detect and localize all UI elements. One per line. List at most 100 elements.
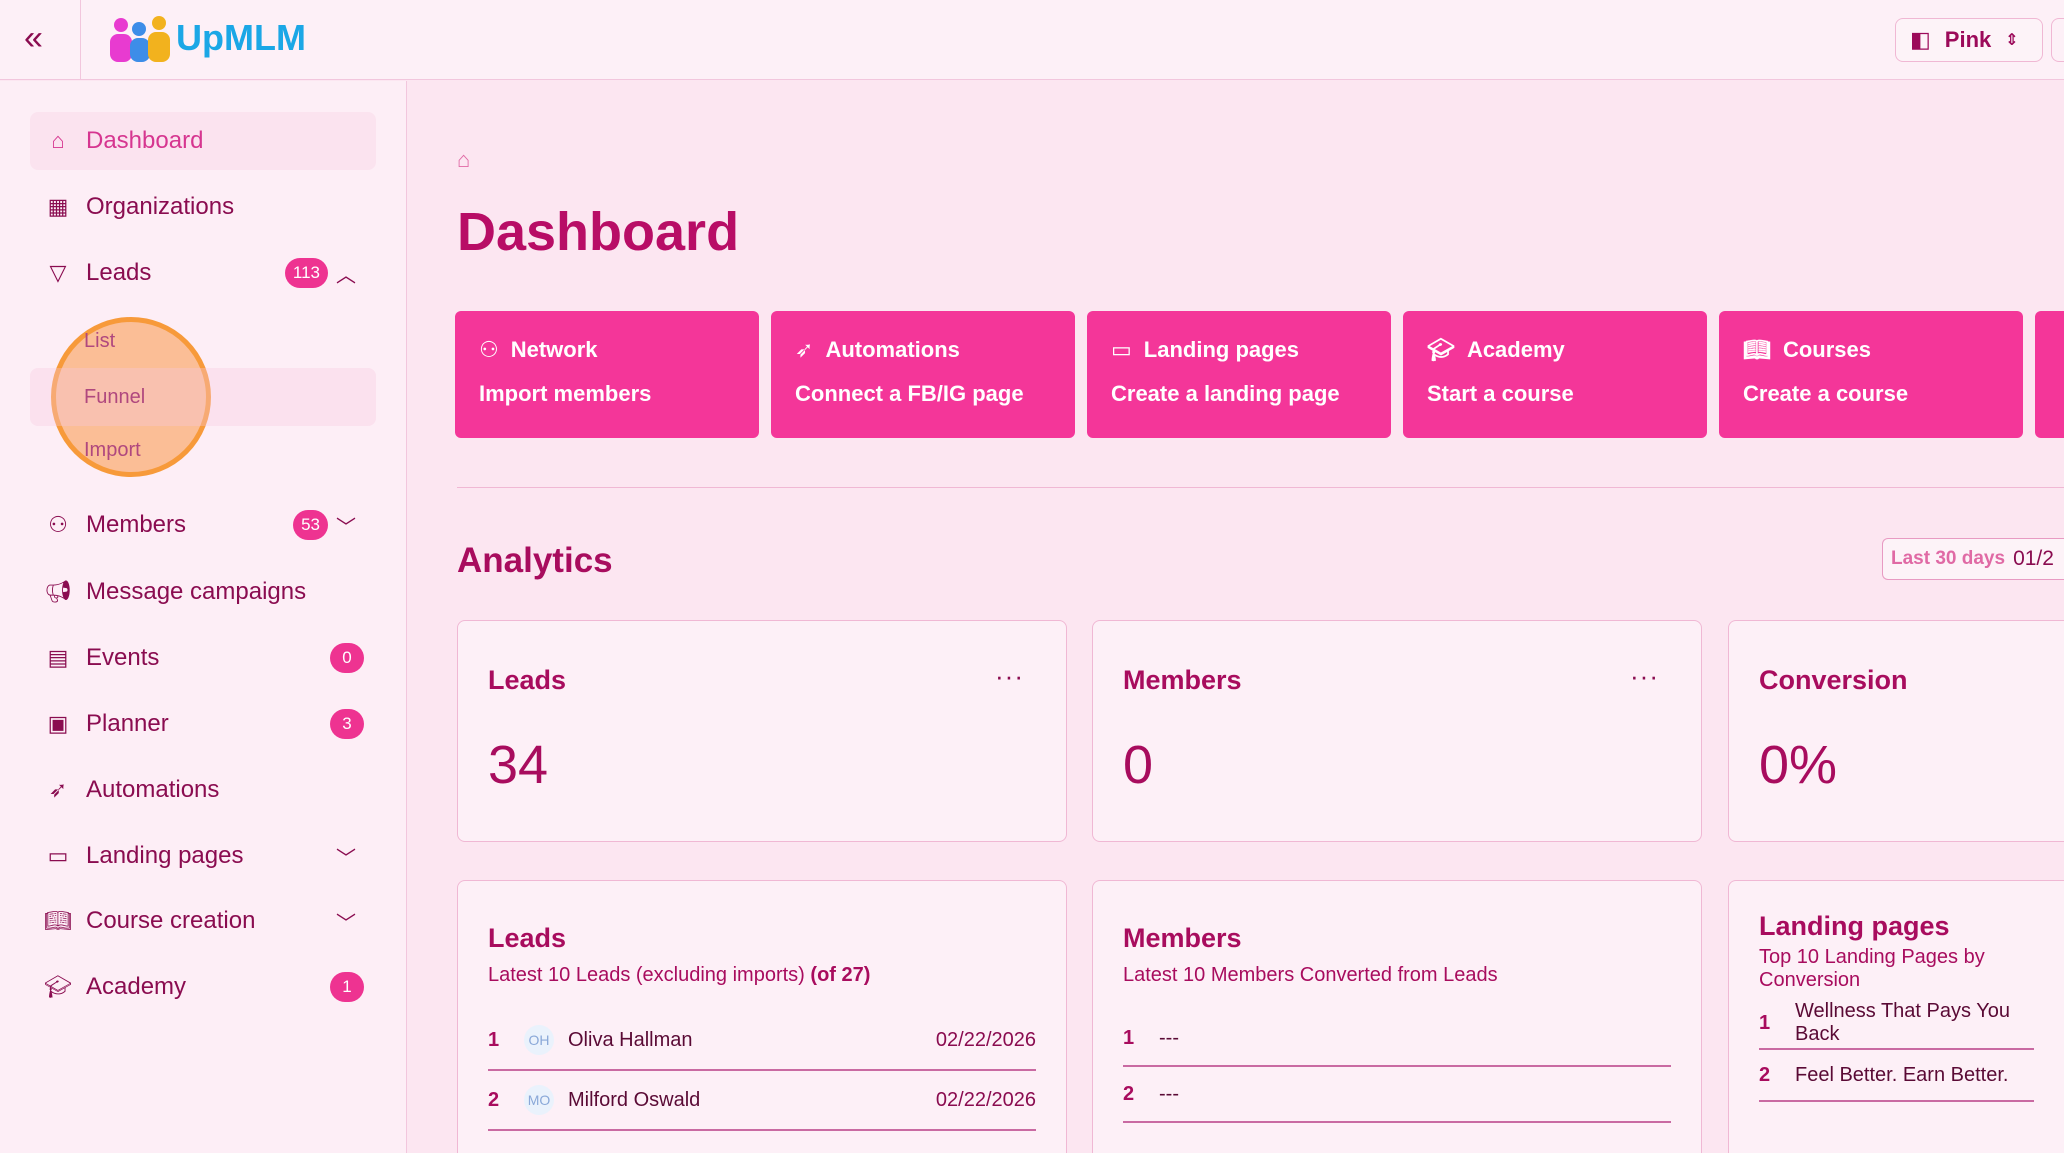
sidebar-item-leads[interactable]: ▽ Leads 113 ︿: [30, 244, 376, 302]
latest-members-card: Members Latest 10 Members Converted from…: [1092, 880, 1702, 1153]
date-range-label: Last 30 days: [1891, 548, 2006, 569]
planner-count-badge: 3: [330, 709, 364, 739]
sidebar-item-label: Planner: [86, 710, 169, 737]
theme-selector[interactable]: ◧ Pink ⇕: [1895, 18, 2043, 62]
card-subtitle: Top 10 Landing Pages by Conversion: [1759, 946, 1985, 991]
sidebar-item-course-creation[interactable]: 📖︎ Course creation ﹀: [30, 892, 376, 950]
building-icon: ▦: [47, 194, 69, 219]
chevron-down-icon[interactable]: ﹀: [336, 912, 356, 935]
sidebar-item-landing-pages[interactable]: ▭ Landing pages ﹀: [30, 827, 376, 885]
sidebar-subitem-list[interactable]: List: [30, 312, 376, 370]
list-item[interactable]: 2 ---: [1123, 1067, 1671, 1123]
sidebar-subitem-import[interactable]: Import: [30, 421, 376, 479]
chevron-down-icon[interactable]: ﹀: [336, 847, 356, 870]
sidebar-item-academy[interactable]: 🎓︎ Academy 1: [30, 958, 376, 1016]
sidebar-item-label: Course creation: [86, 907, 256, 934]
sidebar-item-label: Message campaigns: [86, 578, 307, 605]
card-title: Landing pages: [1759, 911, 1950, 941]
monitor-icon: ▭: [47, 843, 69, 868]
header-button[interactable]: [2051, 18, 2064, 62]
action-subtitle: Import members: [479, 381, 652, 406]
action-card-automations[interactable]: ➶ Automations Connect a FB/IG page: [771, 311, 1075, 438]
clipboard-icon: ▣: [47, 711, 69, 736]
sidebar-item-label: Organizations: [86, 193, 235, 220]
sidebar-item-automations[interactable]: ➶ Automations: [30, 761, 376, 819]
main-content: ⌂ Dashboard ⚇ Network Import members ➶ Auto…: [408, 81, 2064, 1153]
stat-value: 0%: [1759, 735, 1838, 795]
logo[interactable]: UpMLM: [110, 14, 306, 62]
header-divider: [80, 0, 81, 80]
latest-leads-card: Leads Latest 10 Leads (excluding imports…: [457, 880, 1067, 1153]
analytics-heading: Analytics: [457, 541, 613, 580]
date-range-picker[interactable]: Last 30 days 01/2: [1882, 538, 2064, 580]
action-card-landing-pages[interactable]: ▭ Landing pages Create a landing page: [1087, 311, 1391, 438]
book-icon: 📖︎: [1743, 337, 1771, 362]
action-title: Landing pages: [1143, 337, 1300, 362]
theme-value: Pink: [1944, 27, 1992, 52]
avatar: MO: [524, 1085, 554, 1115]
chevron-down-icon[interactable]: ﹀: [336, 516, 356, 539]
card-title: Members: [1123, 923, 1242, 953]
top-header: « UpMLM ◧ Pink ⇕: [0, 0, 2064, 80]
sidebar-item-label: Members: [86, 511, 187, 538]
rocket-icon: ➶: [48, 777, 68, 802]
lead-name: Oliva Hallman: [568, 1028, 693, 1051]
leads-count-badge: 113: [284, 258, 328, 288]
sidebar-item-label: Dashboard: [86, 127, 204, 154]
more-options-icon[interactable]: ···: [1630, 661, 1659, 691]
card-title: Leads: [488, 923, 567, 953]
action-title: Automations: [825, 337, 960, 362]
action-subtitle: Connect a FB/IG page: [795, 381, 1024, 406]
breadcrumb-home-icon[interactable]: ⌂: [457, 147, 471, 172]
action-subtitle: Create a course: [1743, 381, 1909, 406]
sidebar-item-label: Landing pages: [86, 842, 244, 869]
action-card-courses[interactable]: 📖︎ Courses Create a course: [1719, 311, 2023, 438]
stat-card-conversion: Conversion 0%: [1728, 620, 2064, 842]
lead-date: 02/22/2026: [935, 1088, 1036, 1111]
click-highlight-overlay: [51, 317, 211, 477]
member-name: ---: [1159, 1026, 1179, 1049]
card-subtitle: Latest 10 Leads (excluding imports) (of …: [488, 964, 1036, 987]
sidebar-item-label: Automations: [86, 776, 220, 803]
action-title: Network: [510, 337, 598, 362]
list-item[interactable]: 1 OH Oliva Hallman 02/22/2026: [488, 1011, 1036, 1071]
action-card-academy[interactable]: 🎓︎ Academy Start a course: [1403, 311, 1707, 438]
sidebar-item-message-campaigns[interactable]: 📢︎ Message campaigns: [30, 563, 376, 621]
action-card-more[interactable]: [2035, 311, 2064, 438]
sidebar-subitem-funnel[interactable]: Funnel: [30, 368, 376, 426]
lead-date: 02/22/2026: [935, 1028, 1036, 1051]
list-item[interactable]: 2 MO Milford Oswald 02/22/2026: [488, 1071, 1036, 1131]
list-item[interactable]: 2 Feel Better. Earn Better.: [1759, 1050, 2034, 1102]
sidebar-item-dashboard[interactable]: ⌂ Dashboard: [30, 112, 376, 170]
sidebar-item-members[interactable]: ⚇ Members 53 ﹀: [30, 496, 376, 554]
avatar: OH: [524, 1025, 554, 1055]
chevron-up-icon[interactable]: ︿: [336, 264, 356, 287]
rank: 1: [1123, 1026, 1135, 1049]
book-icon: 📖︎: [44, 908, 72, 933]
funnel-icon: ▽: [49, 260, 67, 285]
palette-icon: ◧: [1910, 27, 1931, 52]
graduation-cap-icon: 🎓︎: [1427, 337, 1455, 362]
sidebar-item-label: Academy: [86, 973, 187, 1000]
rank: 1: [1759, 1011, 1771, 1034]
rank: 2: [1123, 1082, 1135, 1105]
list-item[interactable]: 1 ---: [1123, 1011, 1671, 1067]
sidebar-item-events[interactable]: ▤ Events 0: [30, 629, 376, 687]
action-subtitle: Create a landing page: [1111, 381, 1340, 406]
sidebar-item-organizations[interactable]: ▦ Organizations: [30, 178, 376, 236]
landing-page-name: Wellness That Pays You Back: [1795, 1000, 2010, 1045]
section-divider: [457, 487, 2064, 488]
action-title: Academy: [1466, 337, 1565, 362]
landing-page-name: Feel Better. Earn Better.: [1795, 1063, 2009, 1086]
list-item[interactable]: 1 Wellness That Pays You Back: [1759, 998, 2034, 1050]
academy-count-badge: 1: [330, 972, 364, 1002]
sidebar-item-planner[interactable]: ▣ Planner 3: [30, 695, 376, 753]
stat-title: Leads: [488, 665, 567, 695]
more-options-icon[interactable]: ···: [995, 661, 1024, 691]
calendar-icon: ▤: [47, 645, 69, 670]
action-card-network[interactable]: ⚇ Network Import members: [455, 311, 759, 438]
stat-card-members: Members 0 ···: [1092, 620, 1702, 842]
member-name: ---: [1159, 1082, 1179, 1105]
collapse-sidebar-icon[interactable]: «: [24, 19, 43, 57]
card-subtitle: Latest 10 Members Converted from Leads: [1123, 964, 1498, 986]
